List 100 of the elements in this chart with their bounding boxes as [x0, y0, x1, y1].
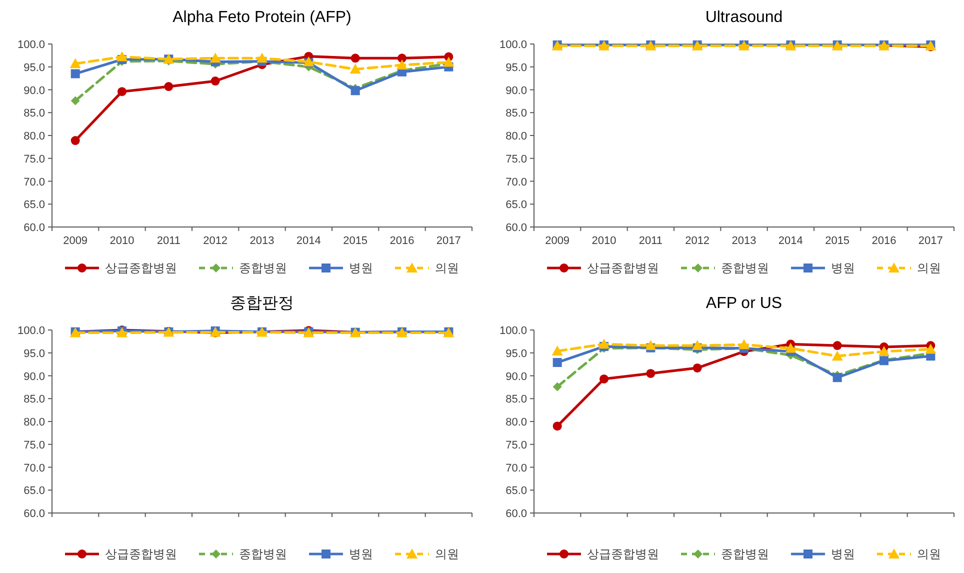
y-tick-label: 80.0 — [506, 130, 527, 142]
y-tick-label: 80.0 — [24, 416, 45, 428]
x-tick-label: 2012 — [203, 235, 228, 247]
y-tick-label: 70.0 — [506, 176, 527, 188]
y-tick-label: 80.0 — [24, 130, 45, 142]
point — [738, 339, 750, 350]
legend-label: 병원 — [831, 547, 855, 561]
point — [878, 346, 890, 356]
y-tick-label: 100.0 — [499, 39, 527, 51]
y-tick-label: 60.0 — [506, 222, 527, 234]
point — [645, 340, 656, 350]
point — [396, 60, 408, 70]
y-tick-label: 85.0 — [24, 394, 45, 406]
chart-title: Alpha Feto Protein (AFP) — [172, 9, 352, 26]
point — [118, 87, 126, 96]
point — [398, 54, 406, 63]
y-tick-label: 70.0 — [24, 176, 45, 188]
point — [350, 54, 360, 63]
point — [598, 338, 610, 349]
point — [350, 64, 361, 74]
y-tick-label: 60.0 — [24, 508, 45, 520]
point — [256, 52, 268, 63]
point — [925, 344, 936, 354]
y-tick-label: 65.0 — [24, 199, 45, 212]
legend-label: 종합병원 — [721, 261, 769, 275]
y-tick-label: 60.0 — [506, 508, 527, 520]
legend-label: 의원 — [917, 547, 941, 561]
legend-label: 종합병원 — [239, 261, 287, 275]
point — [70, 69, 80, 78]
y-tick-label: 90.0 — [24, 370, 45, 383]
point — [552, 358, 562, 367]
legend-label: 종합병원 — [721, 547, 769, 561]
legend-label: 의원 — [917, 261, 941, 275]
y-tick-label: 75.0 — [24, 153, 45, 166]
x-tick-label: 2009 — [545, 235, 570, 247]
chart-title: 종합판정 — [230, 295, 294, 312]
x-tick-label: 2014 — [778, 235, 803, 247]
y-tick-label: 85.0 — [506, 394, 527, 406]
point — [210, 76, 220, 86]
x-tick-label: 2015 — [825, 235, 850, 247]
legend-label: 병원 — [831, 261, 855, 275]
y-tick-label: 85.0 — [24, 108, 45, 120]
x-tick-label: 2009 — [63, 235, 88, 247]
y-tick-label: 100.0 — [17, 39, 45, 51]
point — [600, 374, 608, 384]
point — [70, 136, 80, 146]
chart-title: Ultrasound — [705, 9, 783, 26]
y-tick-label: 100.0 — [499, 325, 527, 337]
legend-label: 의원 — [435, 547, 459, 561]
y-tick-label: 90.0 — [506, 370, 527, 383]
chart-title: AFP or US — [706, 295, 782, 312]
x-tick-label: 2015 — [343, 235, 368, 247]
x-tick-label: 2013 — [732, 235, 756, 247]
y-tick-label: 95.0 — [24, 348, 45, 360]
point — [552, 422, 562, 431]
x-tick-label: 2011 — [638, 235, 662, 247]
y-tick-label: 75.0 — [24, 439, 45, 452]
point — [210, 52, 221, 63]
point — [552, 346, 563, 356]
legend-label: 의원 — [435, 261, 459, 275]
y-tick-label: 65.0 — [24, 485, 45, 498]
y-tick-label: 65.0 — [506, 485, 527, 498]
point — [70, 58, 81, 68]
point — [70, 96, 80, 106]
point — [116, 51, 128, 62]
legend-label: 종합병원 — [239, 547, 287, 561]
y-tick-label: 90.0 — [24, 84, 45, 97]
y-tick-label: 60.0 — [24, 222, 45, 234]
legend-label: 상급종합병원 — [105, 547, 177, 561]
y-tick-label: 85.0 — [506, 108, 527, 120]
point — [646, 368, 656, 378]
x-tick-label: 2017 — [436, 235, 461, 247]
point — [832, 350, 843, 361]
x-tick-label: 2014 — [296, 235, 321, 247]
point — [785, 342, 796, 353]
x-tick-label: 2017 — [918, 235, 943, 247]
x-tick-label: 2016 — [390, 235, 414, 247]
x-tick-label: 2016 — [872, 235, 896, 247]
x-tick-label: 2012 — [685, 235, 710, 247]
legend-label: 상급종합병원 — [105, 261, 177, 275]
point — [692, 340, 703, 350]
point — [350, 86, 360, 96]
y-tick-label: 95.0 — [24, 62, 45, 74]
y-tick-label: 95.0 — [506, 348, 527, 360]
x-tick-label: 2011 — [156, 235, 180, 247]
y-tick-label: 100.0 — [17, 325, 45, 337]
y-tick-label: 75.0 — [506, 439, 527, 452]
legend-label: 병원 — [349, 547, 373, 561]
point — [552, 382, 562, 392]
y-tick-label: 70.0 — [506, 462, 527, 474]
point — [832, 341, 842, 350]
y-tick-label: 80.0 — [506, 416, 527, 428]
x-tick-label: 2010 — [592, 235, 616, 247]
y-tick-label: 70.0 — [24, 462, 45, 474]
y-tick-label: 95.0 — [506, 62, 527, 74]
legend-label: 상급종합병원 — [587, 547, 659, 561]
y-tick-label: 65.0 — [506, 199, 527, 212]
y-tick-label: 90.0 — [506, 84, 527, 97]
point — [832, 373, 842, 382]
y-tick-label: 75.0 — [506, 153, 527, 166]
